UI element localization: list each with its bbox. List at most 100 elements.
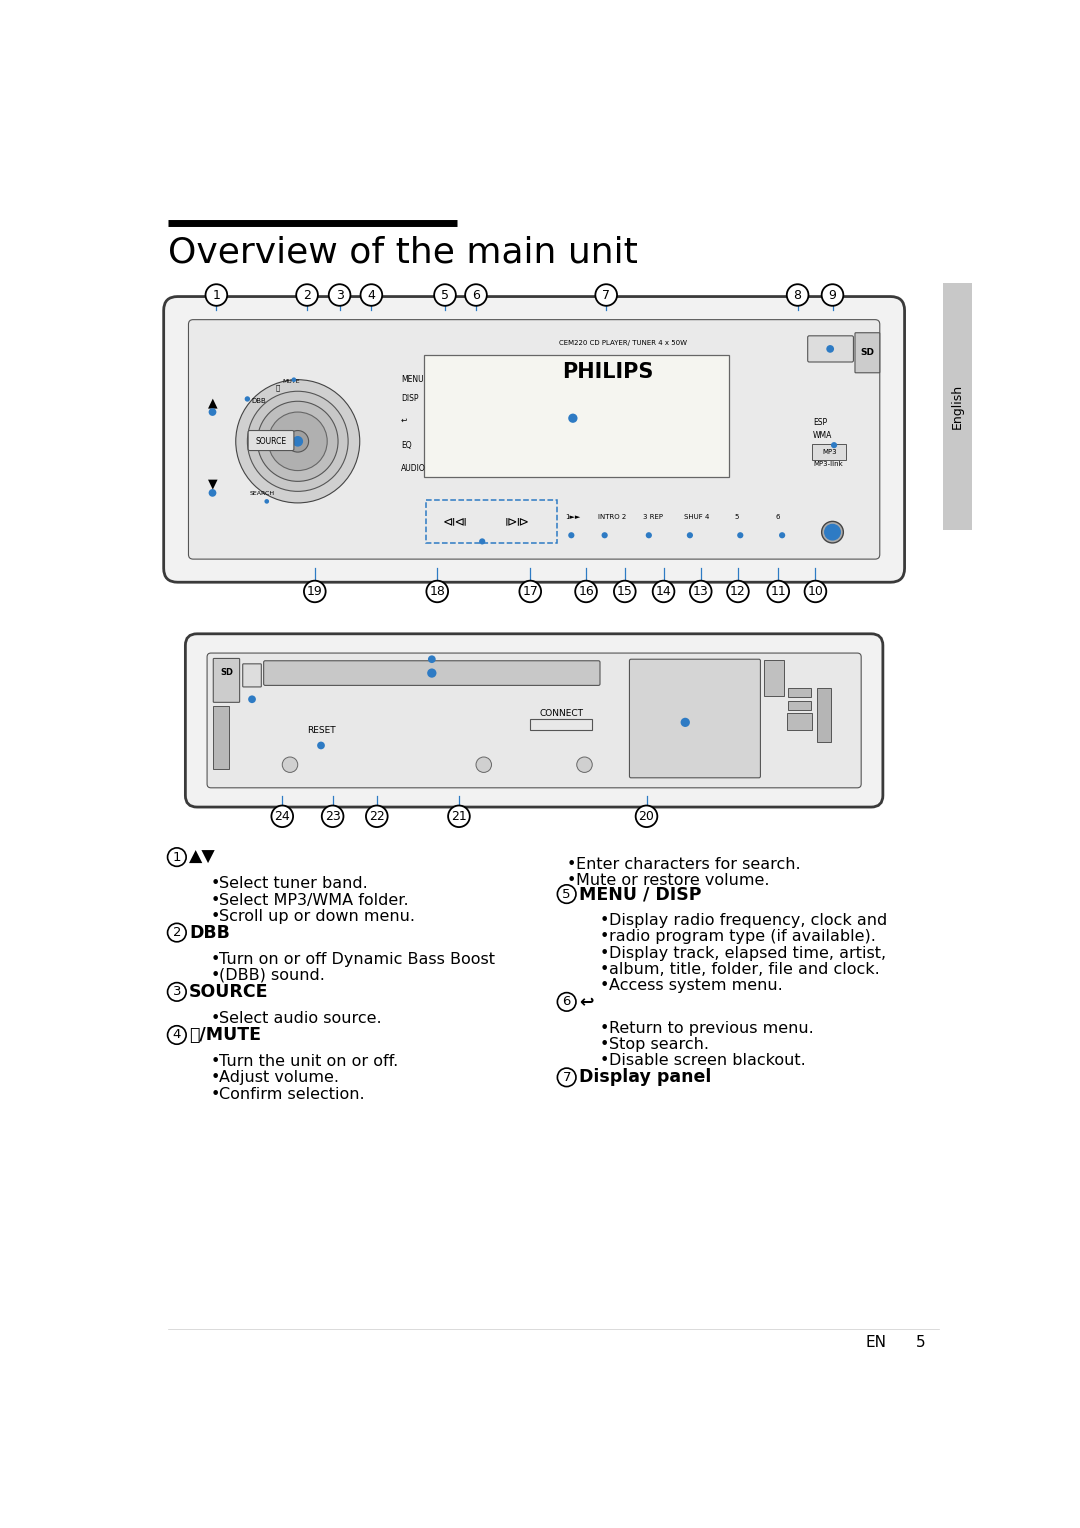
Text: RESET: RESET bbox=[307, 726, 335, 735]
Text: ⧏⧏: ⧏⧏ bbox=[443, 515, 468, 527]
Circle shape bbox=[208, 408, 216, 416]
Circle shape bbox=[303, 581, 326, 602]
Text: CEM220 CD PLAYER/ TUNER 4 x 50W: CEM220 CD PLAYER/ TUNER 4 x 50W bbox=[559, 339, 687, 345]
Text: Disable screen blackout.: Disable screen blackout. bbox=[609, 1053, 806, 1068]
Text: •: • bbox=[211, 952, 219, 967]
Text: album, title, folder, file and clock.: album, title, folder, file and clock. bbox=[609, 961, 880, 976]
Text: 23: 23 bbox=[325, 810, 340, 822]
Circle shape bbox=[268, 413, 327, 471]
Text: 8: 8 bbox=[794, 289, 801, 301]
Text: 22: 22 bbox=[369, 810, 384, 822]
Text: •: • bbox=[600, 1021, 609, 1036]
Circle shape bbox=[826, 345, 834, 353]
Text: 10: 10 bbox=[808, 585, 823, 597]
FancyBboxPatch shape bbox=[264, 660, 600, 686]
Text: 7: 7 bbox=[603, 289, 610, 301]
Text: ⓘ: ⓘ bbox=[276, 384, 281, 391]
Text: •: • bbox=[567, 857, 576, 872]
Circle shape bbox=[613, 581, 636, 602]
Text: 17: 17 bbox=[523, 585, 538, 597]
FancyBboxPatch shape bbox=[248, 431, 294, 451]
FancyBboxPatch shape bbox=[812, 445, 847, 460]
Text: •: • bbox=[211, 1086, 219, 1102]
FancyBboxPatch shape bbox=[424, 354, 729, 477]
Text: •: • bbox=[211, 909, 219, 924]
Text: MP3: MP3 bbox=[822, 449, 837, 455]
Text: radio program type (if available).: radio program type (if available). bbox=[609, 929, 876, 944]
Text: DBB: DBB bbox=[189, 923, 230, 941]
FancyBboxPatch shape bbox=[189, 319, 880, 559]
Text: ESP: ESP bbox=[813, 417, 827, 426]
Text: 19: 19 bbox=[307, 585, 323, 597]
Circle shape bbox=[646, 532, 652, 538]
Text: 24: 24 bbox=[274, 810, 291, 822]
Circle shape bbox=[205, 284, 227, 306]
FancyBboxPatch shape bbox=[207, 652, 861, 788]
Text: AUDIO: AUDIO bbox=[401, 465, 426, 472]
Text: SEARCH: SEARCH bbox=[249, 490, 274, 497]
Text: 6: 6 bbox=[775, 513, 781, 520]
Circle shape bbox=[328, 284, 350, 306]
Circle shape bbox=[208, 489, 216, 497]
Text: •: • bbox=[600, 961, 609, 976]
Text: 20: 20 bbox=[638, 810, 654, 822]
Text: SD: SD bbox=[861, 348, 875, 358]
Circle shape bbox=[265, 500, 269, 504]
Text: SOURCE: SOURCE bbox=[255, 437, 286, 446]
Text: •: • bbox=[211, 877, 219, 891]
Text: •: • bbox=[211, 1071, 219, 1085]
Circle shape bbox=[568, 414, 578, 423]
Text: 18: 18 bbox=[430, 585, 445, 597]
Circle shape bbox=[282, 756, 298, 773]
Circle shape bbox=[287, 431, 309, 452]
FancyBboxPatch shape bbox=[786, 714, 811, 730]
Text: Return to previous menu.: Return to previous menu. bbox=[609, 1021, 814, 1036]
Text: Select tuner band.: Select tuner band. bbox=[219, 877, 368, 891]
Text: Display panel: Display panel bbox=[579, 1068, 712, 1086]
Text: 15: 15 bbox=[617, 585, 633, 597]
Text: Overview of the main unit: Overview of the main unit bbox=[167, 235, 637, 270]
Circle shape bbox=[167, 923, 186, 941]
FancyBboxPatch shape bbox=[855, 333, 880, 373]
Text: 6: 6 bbox=[563, 995, 571, 1008]
FancyBboxPatch shape bbox=[213, 706, 229, 769]
Circle shape bbox=[248, 695, 256, 703]
Text: 9: 9 bbox=[828, 289, 836, 301]
Text: ⧐⧐: ⧐⧐ bbox=[504, 515, 529, 527]
Circle shape bbox=[235, 380, 360, 503]
Circle shape bbox=[636, 805, 658, 827]
Text: Enter characters for search.: Enter characters for search. bbox=[576, 857, 800, 872]
Text: 11: 11 bbox=[770, 585, 786, 597]
Circle shape bbox=[687, 532, 693, 538]
Text: (DBB) sound.: (DBB) sound. bbox=[219, 969, 325, 983]
Text: 5: 5 bbox=[441, 289, 449, 301]
Text: 1: 1 bbox=[173, 851, 181, 863]
Circle shape bbox=[465, 284, 487, 306]
Text: •: • bbox=[567, 874, 576, 888]
Text: PHILIPS: PHILIPS bbox=[562, 362, 653, 382]
Circle shape bbox=[167, 1025, 186, 1044]
FancyBboxPatch shape bbox=[943, 284, 972, 530]
Text: •: • bbox=[600, 929, 609, 944]
Text: Select audio source.: Select audio source. bbox=[219, 1012, 382, 1027]
Text: SD: SD bbox=[220, 668, 233, 677]
Circle shape bbox=[738, 532, 743, 538]
Text: 5: 5 bbox=[916, 1335, 926, 1351]
Circle shape bbox=[557, 1068, 576, 1086]
Text: MENU: MENU bbox=[401, 376, 423, 384]
Text: 21: 21 bbox=[451, 810, 467, 822]
Text: ⓘ/MUTE: ⓘ/MUTE bbox=[189, 1025, 261, 1044]
FancyBboxPatch shape bbox=[186, 634, 882, 807]
Text: ▲▼: ▲▼ bbox=[189, 848, 216, 866]
Circle shape bbox=[577, 756, 592, 773]
Text: •: • bbox=[600, 914, 609, 929]
Text: DISP: DISP bbox=[401, 394, 418, 403]
Text: EQ: EQ bbox=[401, 440, 411, 449]
Text: •: • bbox=[600, 1038, 609, 1053]
Circle shape bbox=[557, 993, 576, 1012]
Text: Select MP3/WMA folder.: Select MP3/WMA folder. bbox=[219, 892, 409, 908]
Circle shape bbox=[519, 581, 541, 602]
Text: ↩: ↩ bbox=[579, 993, 594, 1012]
Text: •: • bbox=[211, 1054, 219, 1070]
Circle shape bbox=[690, 581, 712, 602]
